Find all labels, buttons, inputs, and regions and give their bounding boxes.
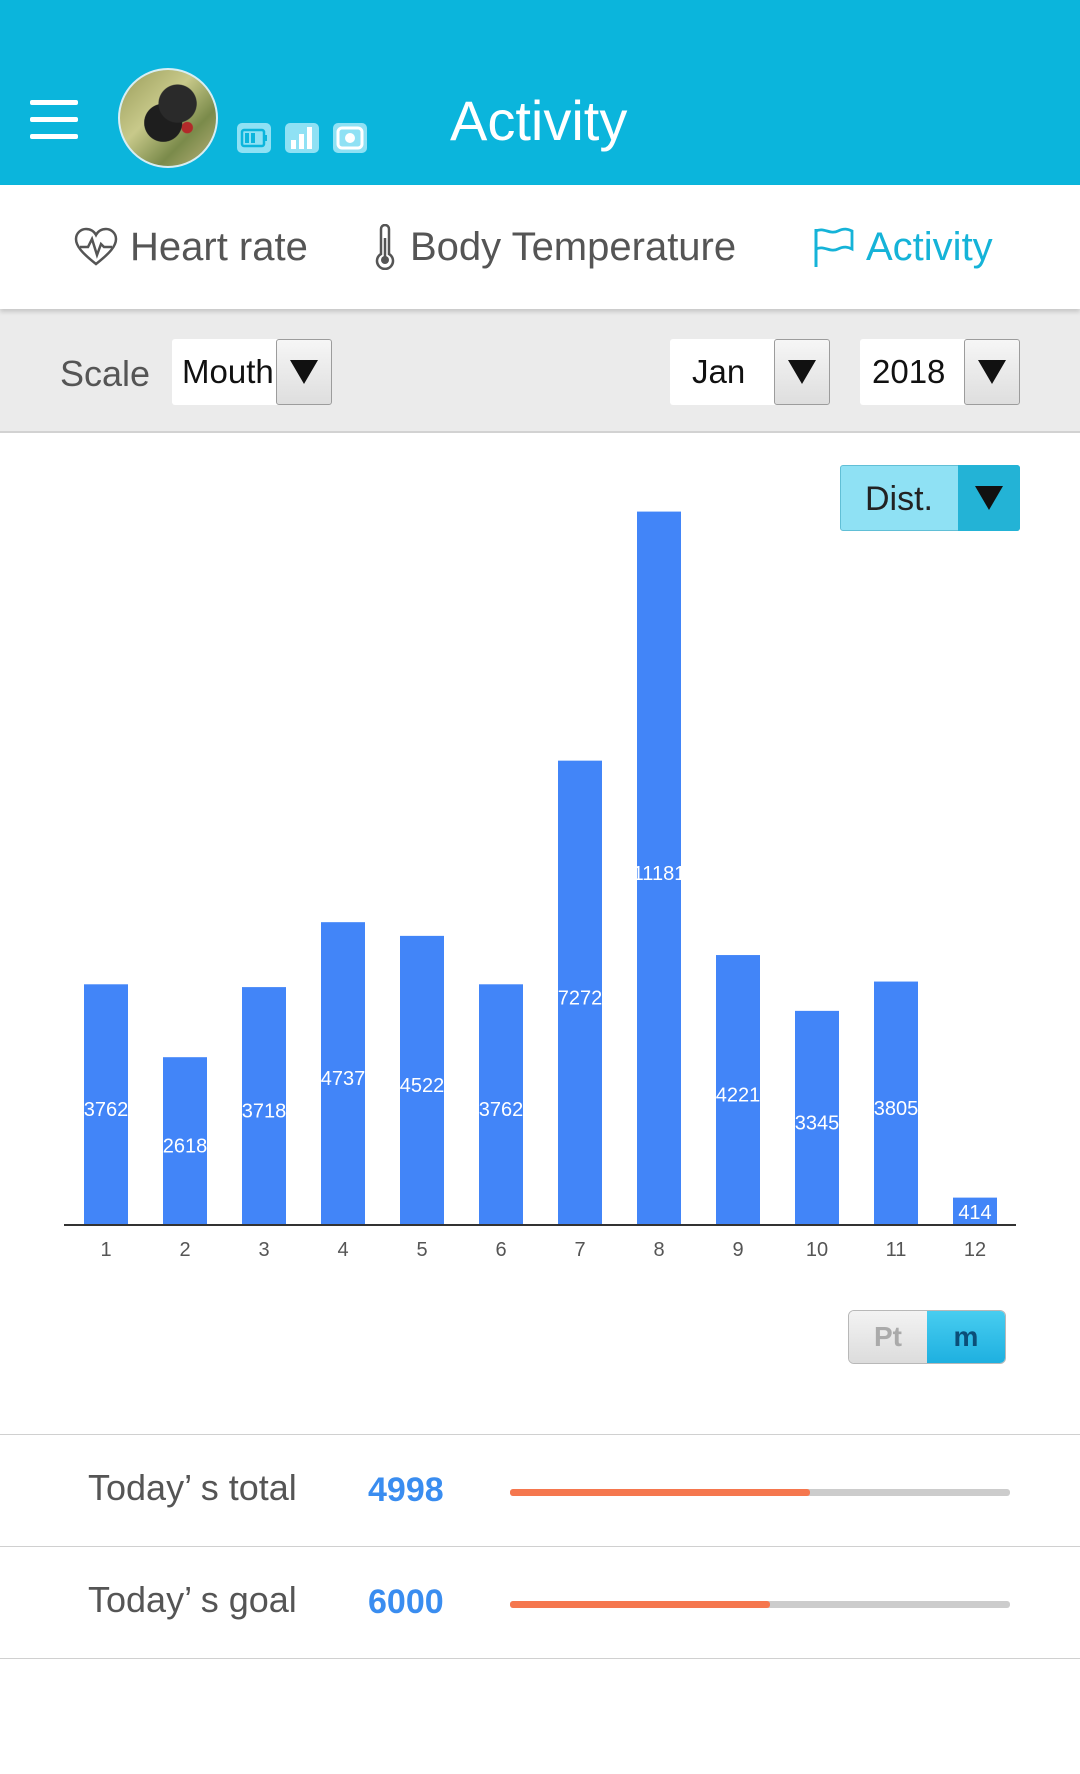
chart-bar[interactable] bbox=[84, 984, 128, 1224]
chart-bar[interactable] bbox=[953, 1197, 997, 1224]
dropdown-arrow-icon[interactable] bbox=[276, 339, 332, 405]
app-header: Activity bbox=[0, 0, 1080, 185]
today-total-value: 4998 bbox=[368, 1471, 444, 1509]
progress-fill bbox=[510, 1601, 770, 1608]
tab-label: Activity bbox=[866, 224, 993, 269]
flag-icon bbox=[814, 227, 854, 267]
month-select[interactable]: Jan bbox=[670, 339, 830, 405]
x-tick-label: 3 bbox=[258, 1239, 269, 1261]
chart-bar[interactable] bbox=[479, 984, 523, 1224]
bar-value-label: 3345 bbox=[795, 1112, 840, 1134]
bar-value-label: 3762 bbox=[84, 1099, 129, 1121]
unit-option-m[interactable]: m bbox=[927, 1311, 1005, 1363]
today-total-row: Today’ s total 4998 bbox=[0, 1434, 1080, 1547]
year-select-value: 2018 bbox=[872, 353, 946, 390]
battery-icon bbox=[237, 123, 271, 153]
chart-bar[interactable] bbox=[163, 1057, 207, 1224]
x-tick-label: 7 bbox=[574, 1239, 585, 1261]
x-tick-label: 10 bbox=[806, 1239, 828, 1261]
chart-bar[interactable] bbox=[558, 760, 602, 1224]
metric-select-value: Dist. bbox=[865, 480, 933, 518]
chart-bar[interactable] bbox=[400, 935, 444, 1224]
page-title: Activity bbox=[450, 89, 628, 152]
signal-icon bbox=[285, 123, 319, 153]
scale-label: Scale bbox=[60, 353, 151, 394]
bar-value-label: 414 bbox=[958, 1202, 991, 1224]
tab-body-temperature[interactable]: Body Temperature bbox=[372, 185, 736, 309]
x-tick-label: 2 bbox=[179, 1239, 190, 1261]
tab-label: Body Temperature bbox=[410, 224, 737, 269]
today-goal-progress bbox=[510, 1601, 1010, 1608]
x-tick-label: 6 bbox=[495, 1239, 506, 1261]
x-tick-label: 4 bbox=[337, 1239, 348, 1261]
avatar[interactable] bbox=[118, 68, 218, 168]
today-goal-label: Today’ s goal bbox=[88, 1579, 297, 1620]
bar-value-label: 4221 bbox=[716, 1085, 761, 1107]
x-tick-label: 11 bbox=[886, 1239, 907, 1261]
bar-value-label: 3718 bbox=[242, 1101, 287, 1123]
bar-value-label: 11181 bbox=[633, 863, 686, 885]
chart-bar[interactable] bbox=[242, 987, 286, 1224]
x-tick-label: 12 bbox=[964, 1239, 986, 1261]
month-select-value: Jan bbox=[692, 353, 746, 390]
thermometer-icon bbox=[375, 224, 395, 270]
progress-fill bbox=[510, 1489, 810, 1496]
chart-bar[interactable] bbox=[874, 981, 918, 1224]
bar-value-label: 2618 bbox=[163, 1136, 208, 1158]
scale-select[interactable]: Mouth bbox=[172, 339, 332, 405]
today-goal-row: Today’ s goal 6000 bbox=[0, 1546, 1080, 1659]
dropdown-arrow-icon[interactable] bbox=[958, 465, 1020, 531]
tab-bar: Heart rate Body Temperature Activity bbox=[0, 185, 1080, 309]
year-select[interactable]: 2018 bbox=[860, 339, 1020, 405]
bar-value-label: 4737 bbox=[321, 1068, 366, 1090]
scale-select-value: Mouth bbox=[182, 353, 274, 390]
menu-icon[interactable] bbox=[30, 100, 78, 140]
x-tick-label: 1 bbox=[100, 1239, 111, 1261]
activity-bar-chart: 3762 1 2618 2 3718 3 4737 4 4522 5 3762 6 7272 7 11181… bbox=[64, 511, 1016, 1261]
chart-bar[interactable] bbox=[637, 511, 681, 1225]
chart-bar[interactable] bbox=[321, 922, 365, 1224]
heart-pulse-icon bbox=[74, 227, 118, 266]
tab-heart-rate[interactable]: Heart rate bbox=[74, 185, 308, 309]
today-total-progress bbox=[510, 1489, 1010, 1496]
x-tick-label: 5 bbox=[416, 1239, 427, 1261]
chart-bar[interactable] bbox=[795, 1010, 839, 1224]
today-total-label: Today’ s total bbox=[88, 1467, 297, 1508]
filter-bar: Scale Mouth Jan 2018 bbox=[0, 309, 1080, 433]
dropdown-arrow-icon[interactable] bbox=[964, 339, 1020, 405]
divider bbox=[0, 1658, 1080, 1659]
today-goal-value: 6000 bbox=[368, 1583, 444, 1621]
bar-value-label: 7272 bbox=[558, 987, 603, 1009]
tab-activity[interactable]: Activity bbox=[812, 185, 993, 309]
bar-value-label: 3805 bbox=[874, 1098, 919, 1120]
dropdown-arrow-icon[interactable] bbox=[774, 339, 830, 405]
x-tick-label: 9 bbox=[732, 1239, 743, 1261]
bar-value-label: 3762 bbox=[479, 1099, 524, 1121]
unit-option-pt[interactable]: Pt bbox=[849, 1311, 927, 1363]
x-tick-label: 8 bbox=[653, 1239, 664, 1261]
camera-icon bbox=[333, 123, 367, 153]
unit-toggle: Pt m bbox=[848, 1310, 1006, 1364]
chart-bar[interactable] bbox=[716, 955, 760, 1224]
bar-value-label: 4522 bbox=[400, 1075, 445, 1097]
tab-label: Heart rate bbox=[130, 224, 308, 269]
metric-select[interactable]: Dist. bbox=[840, 465, 1020, 531]
